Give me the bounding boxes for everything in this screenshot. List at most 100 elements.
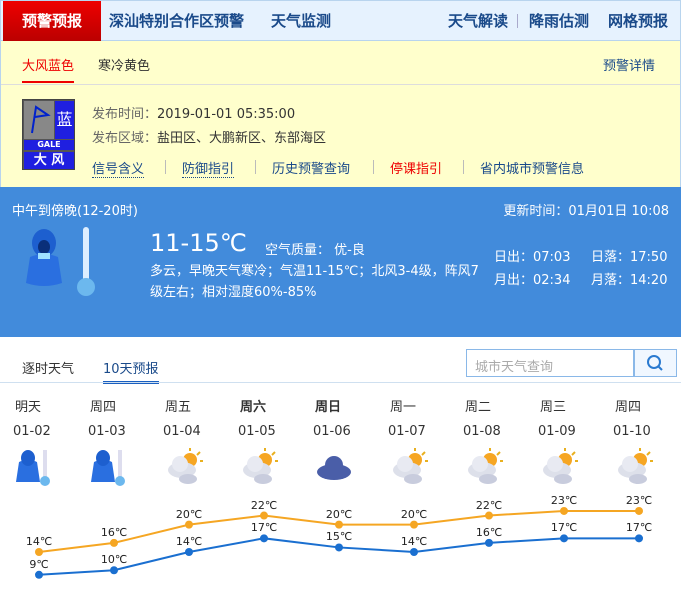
high-temp-label: 23℃ <box>550 493 578 507</box>
forecast-day: 周一 <box>390 400 417 415</box>
forecast-day: 明天 <box>15 400 42 415</box>
forecast-date: 01-02 <box>13 424 51 439</box>
warning-panel: 大风蓝色 寒冷黄色 预警详情 <box>0 41 681 187</box>
class-suspension-link[interactable]: 停课指引 <box>390 162 443 177</box>
moonset: 月落：14:20 <box>591 273 668 288</box>
forecast-date: 01-04 <box>163 424 201 439</box>
tab-gale-blue[interactable]: 大风蓝色 <box>22 55 75 83</box>
area-label: 发布区域： <box>92 131 158 146</box>
low-temp-point <box>485 538 493 547</box>
divider <box>373 160 374 174</box>
city-search-input[interactable]: 城市天气查询 <box>466 349 634 377</box>
high-temp-label: 22℃ <box>250 498 278 512</box>
forecast-date: 01-05 <box>238 424 276 439</box>
forecast-date: 01-09 <box>538 424 576 439</box>
high-temp-point <box>335 520 343 529</box>
current-weather-panel: 中午到傍晚(12-20时) 更新时间：01月01日 10:08 11-15℃ 空… <box>0 187 681 337</box>
partly-cloudy-weather-icon <box>243 448 278 484</box>
cold-weather-icon <box>91 450 125 486</box>
sunrise: 日出：07:03 <box>494 250 571 265</box>
gale-signal-icon: 蓝 GALE 大 风 <box>22 99 75 170</box>
nav-shenshan[interactable]: 深汕特别合作区预警 <box>109 12 245 30</box>
low-temp-point <box>560 534 568 543</box>
low-temp-point <box>110 566 118 575</box>
tab-cold-yellow[interactable]: 寒冷黄色 <box>98 59 151 74</box>
partly-cloudy-weather-icon <box>393 448 428 484</box>
forecast-day: 周四 <box>90 400 117 415</box>
nav-rain-estimate[interactable]: 降雨估测 <box>529 12 590 30</box>
low-temp-label: 10℃ <box>100 553 128 567</box>
low-temp-point <box>185 548 193 556</box>
nav-interpretation[interactable]: 天气解读 <box>448 12 509 30</box>
issue-time: 2019-01-01 05:35:00 <box>157 107 296 122</box>
nav-warning-forecast[interactable]: 预警预报 <box>3 1 101 41</box>
forecast-day: 周六 <box>240 400 267 415</box>
divider <box>463 160 464 174</box>
low-temp-label: 16℃ <box>475 525 503 539</box>
cold-weather-icon <box>16 450 50 486</box>
time-label: 发布时间： <box>92 107 158 122</box>
high-temp-label: 20℃ <box>400 507 428 521</box>
temperature-range: 11-15℃ <box>150 229 247 257</box>
forecast-date: 01-07 <box>388 424 426 439</box>
moonrise: 月出：02:34 <box>494 273 571 288</box>
high-temp-point <box>35 548 43 556</box>
top-nav: 预警预报 深汕特别合作区预警 天气监测 天气解读 降雨估测 网格预报 <box>0 0 681 41</box>
low-temp-point <box>410 548 418 556</box>
high-temp-point <box>410 520 418 529</box>
history-warning-link[interactable]: 历史预警查询 <box>272 162 351 177</box>
signal-meaning-link[interactable]: 信号含义 <box>92 158 145 178</box>
low-temp-point <box>35 570 43 579</box>
divider <box>517 14 518 28</box>
partly-cloudy-weather-icon <box>543 448 578 484</box>
low-temp-label: 15℃ <box>325 530 353 544</box>
divider <box>165 160 166 174</box>
forecast-day: 周日 <box>315 400 342 415</box>
high-temp-point <box>635 506 643 515</box>
high-temp-point <box>485 511 493 520</box>
divider <box>0 382 681 383</box>
search-icon <box>647 355 663 371</box>
partly-cloudy-weather-icon <box>468 448 503 484</box>
low-temp-label: 17℃ <box>625 521 653 535</box>
nav-monitoring[interactable]: 天气监测 <box>271 12 332 30</box>
high-temp-label: 14℃ <box>25 535 53 548</box>
forecast-day: 周三 <box>540 400 567 415</box>
high-temp-point <box>185 520 193 529</box>
forecast-day: 周五 <box>165 400 192 415</box>
forecast-day: 周四 <box>615 400 642 415</box>
high-temp-label: 23℃ <box>625 493 653 507</box>
high-temp-point <box>110 538 118 547</box>
warning-detail-link[interactable]: 预警详情 <box>603 59 656 74</box>
high-temp-label: 20℃ <box>175 507 203 521</box>
forecast-date: 01-06 <box>313 424 351 439</box>
aqi-label: 空气质量： <box>265 243 331 258</box>
update-time: 更新时间：01月01日 10:08 <box>503 204 669 219</box>
search-button[interactable] <box>634 349 677 377</box>
sunset: 日落：17:50 <box>591 250 668 265</box>
high-temp-point <box>560 506 568 515</box>
low-temp-point <box>260 534 268 543</box>
high-temp-label: 20℃ <box>325 507 353 521</box>
aqi-value: 优-良 <box>334 243 365 258</box>
defense-guide-link[interactable]: 防御指引 <box>182 158 235 178</box>
tab-hourly[interactable]: 逐时天气 <box>22 362 75 377</box>
forecast-date: 01-03 <box>88 424 126 439</box>
low-temp-point <box>335 543 343 552</box>
divider <box>1 84 680 85</box>
forecast-day: 周二 <box>465 400 492 415</box>
period: 中午到傍晚(12-20时) <box>12 204 138 219</box>
partly-cloudy-weather-icon <box>618 448 653 484</box>
low-temp-label: 14℃ <box>400 535 428 548</box>
high-temp-point <box>260 511 268 520</box>
partly-cloudy-weather-icon <box>168 448 203 484</box>
high-temp-label: 16℃ <box>100 525 128 539</box>
nav-grid-forecast[interactable]: 网格预报 <box>608 12 669 30</box>
low-temp-label: 14℃ <box>175 535 203 548</box>
forecast-date: 01-08 <box>463 424 501 439</box>
low-temp-label: 17℃ <box>550 521 578 535</box>
weather-description: 多云，早晚天气寒冷；气温11-15℃；北风3-4级，阵风7级左右；相对湿度60%… <box>150 264 479 300</box>
province-warning-link[interactable]: 省内城市预警信息 <box>480 162 585 177</box>
low-temp-label: 9℃ <box>29 557 49 571</box>
